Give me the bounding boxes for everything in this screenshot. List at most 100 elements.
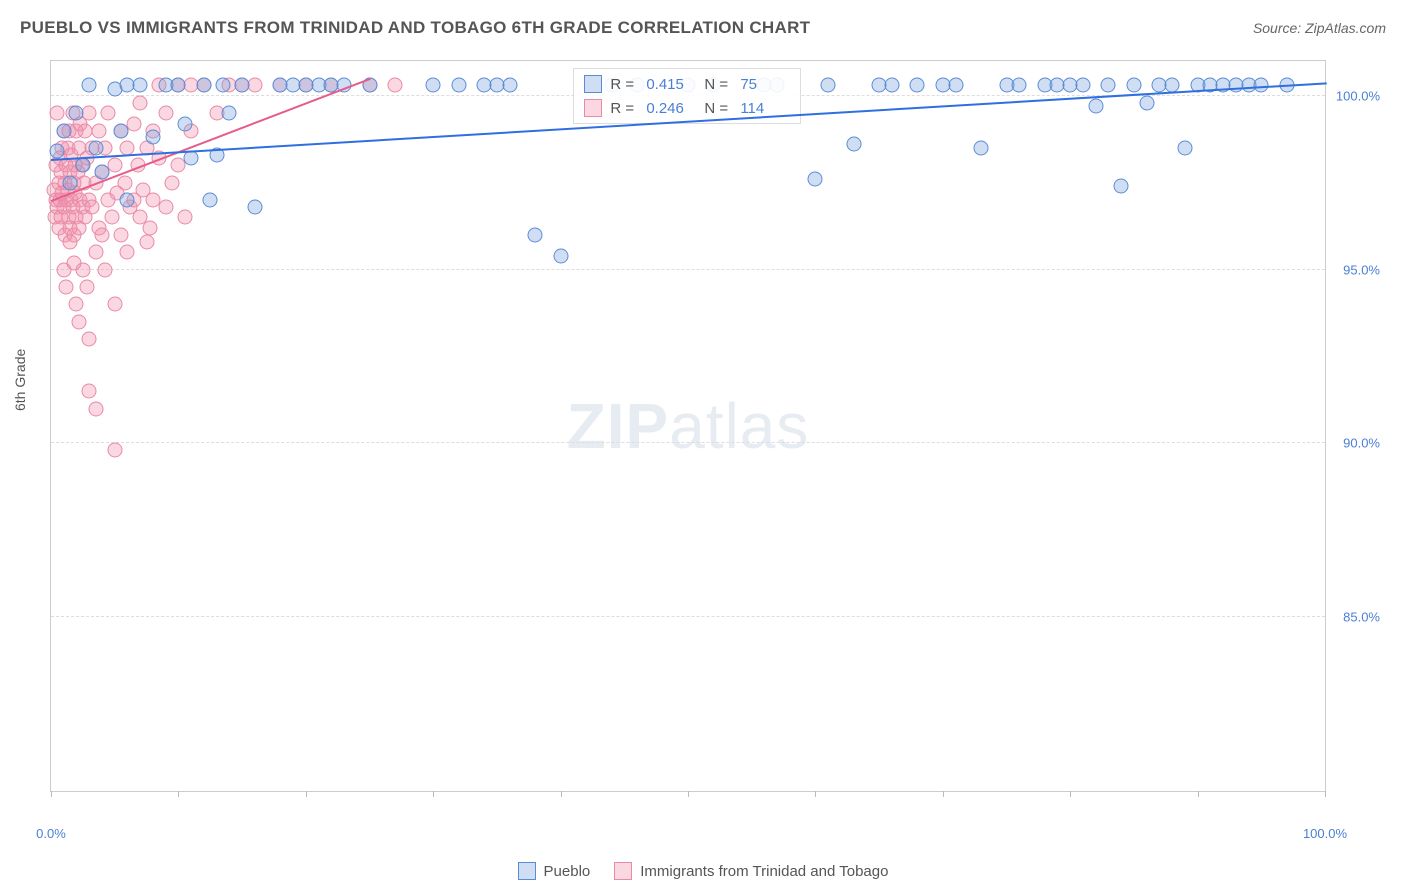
y-tick-label: 100.0% xyxy=(1336,88,1380,103)
data-point-trinidad xyxy=(143,220,158,235)
data-point-pueblo xyxy=(196,78,211,93)
data-point-pueblo xyxy=(82,78,97,93)
data-point-trinidad xyxy=(50,106,65,121)
data-point-trinidad xyxy=(133,95,148,110)
data-point-pueblo xyxy=(846,137,861,152)
n-value: 75 xyxy=(740,76,790,93)
data-point-trinidad xyxy=(158,200,173,215)
data-point-pueblo xyxy=(56,123,71,138)
data-point-pueblo xyxy=(247,200,262,215)
data-point-pueblo xyxy=(808,172,823,187)
y-tick-label: 90.0% xyxy=(1343,436,1380,451)
data-point-trinidad xyxy=(139,234,154,249)
data-point-trinidad xyxy=(97,262,112,277)
x-min-label: 0.0% xyxy=(36,826,66,841)
r-label: R = xyxy=(610,100,638,117)
data-point-pueblo xyxy=(1101,78,1116,93)
data-point-pueblo xyxy=(502,78,517,93)
data-point-pueblo xyxy=(177,116,192,131)
data-point-trinidad xyxy=(82,332,97,347)
data-point-trinidad xyxy=(82,106,97,121)
y-tick-label: 85.0% xyxy=(1343,610,1380,625)
chart-area: 6th Grade ZIPatlas 100.0%95.0%90.0%85.0%… xyxy=(50,60,1386,822)
watermark-bold: ZIP xyxy=(567,390,670,462)
chart-header: PUEBLO VS IMMIGRANTS FROM TRINIDAD AND T… xyxy=(0,0,1406,50)
x-tick xyxy=(815,791,816,797)
data-point-trinidad xyxy=(165,175,180,190)
gridline xyxy=(51,616,1325,617)
x-tick xyxy=(943,791,944,797)
data-point-trinidad xyxy=(92,123,107,138)
data-point-trinidad xyxy=(177,210,192,225)
data-point-pueblo xyxy=(133,78,148,93)
data-point-trinidad xyxy=(158,106,173,121)
data-point-pueblo xyxy=(1075,78,1090,93)
watermark: ZIPatlas xyxy=(567,389,810,463)
data-point-pueblo xyxy=(69,106,84,121)
bottom-legend: Pueblo Immigrants from Trinidad and Toba… xyxy=(0,862,1406,880)
y-tick-label: 95.0% xyxy=(1343,262,1380,277)
data-point-pueblo xyxy=(884,78,899,93)
data-point-pueblo xyxy=(88,140,103,155)
data-point-trinidad xyxy=(126,116,141,131)
x-tick xyxy=(1198,791,1199,797)
data-point-pueblo xyxy=(120,193,135,208)
legend-swatch-pueblo xyxy=(518,862,536,880)
legend-row-trinidad: R =0.246N =114 xyxy=(584,99,790,117)
data-point-pueblo xyxy=(171,78,186,93)
legend-item-trinidad: Immigrants from Trinidad and Tobago xyxy=(614,862,888,880)
data-point-pueblo xyxy=(184,151,199,166)
x-tick xyxy=(688,791,689,797)
data-point-pueblo xyxy=(75,158,90,173)
data-point-pueblo xyxy=(553,248,568,263)
data-point-trinidad xyxy=(75,262,90,277)
n-label: N = xyxy=(704,100,732,117)
data-point-pueblo xyxy=(1139,95,1154,110)
data-point-trinidad xyxy=(114,227,129,242)
data-point-trinidad xyxy=(107,443,122,458)
legend-item-pueblo: Pueblo xyxy=(518,862,591,880)
data-point-trinidad xyxy=(120,245,135,260)
data-point-pueblo xyxy=(948,78,963,93)
data-point-pueblo xyxy=(1114,179,1129,194)
data-point-pueblo xyxy=(1088,99,1103,114)
watermark-rest: atlas xyxy=(669,390,809,462)
x-tick xyxy=(561,791,562,797)
data-point-pueblo xyxy=(222,106,237,121)
data-point-trinidad xyxy=(69,297,84,312)
data-point-trinidad xyxy=(105,210,120,225)
data-point-pueblo xyxy=(1012,78,1027,93)
data-point-pueblo xyxy=(1177,140,1192,155)
gridline xyxy=(51,442,1325,443)
data-point-trinidad xyxy=(101,106,116,121)
data-point-pueblo xyxy=(63,175,78,190)
data-point-trinidad xyxy=(88,401,103,416)
data-point-pueblo xyxy=(451,78,466,93)
x-tick xyxy=(1325,791,1326,797)
data-point-pueblo xyxy=(145,130,160,145)
x-tick xyxy=(433,791,434,797)
legend-label-trinidad: Immigrants from Trinidad and Tobago xyxy=(640,863,888,880)
x-tick xyxy=(306,791,307,797)
data-point-trinidad xyxy=(387,78,402,93)
x-tick xyxy=(1070,791,1071,797)
r-value: 0.246 xyxy=(646,100,696,117)
data-point-pueblo xyxy=(528,227,543,242)
data-point-pueblo xyxy=(974,140,989,155)
data-point-pueblo xyxy=(114,123,129,138)
data-point-trinidad xyxy=(94,227,109,242)
legend-swatch xyxy=(584,99,602,117)
data-point-trinidad xyxy=(84,200,99,215)
data-point-trinidad xyxy=(82,384,97,399)
data-point-pueblo xyxy=(235,78,250,93)
n-label: N = xyxy=(704,76,732,93)
plot-region: ZIPatlas 100.0%95.0%90.0%85.0%0.0%100.0%… xyxy=(50,60,1326,792)
data-point-trinidad xyxy=(78,123,93,138)
data-point-pueblo xyxy=(910,78,925,93)
data-point-trinidad xyxy=(107,158,122,173)
data-point-trinidad xyxy=(79,279,94,294)
legend-swatch-trinidad xyxy=(614,862,632,880)
data-point-pueblo xyxy=(426,78,441,93)
chart-source: Source: ZipAtlas.com xyxy=(1253,20,1386,36)
x-tick xyxy=(51,791,52,797)
